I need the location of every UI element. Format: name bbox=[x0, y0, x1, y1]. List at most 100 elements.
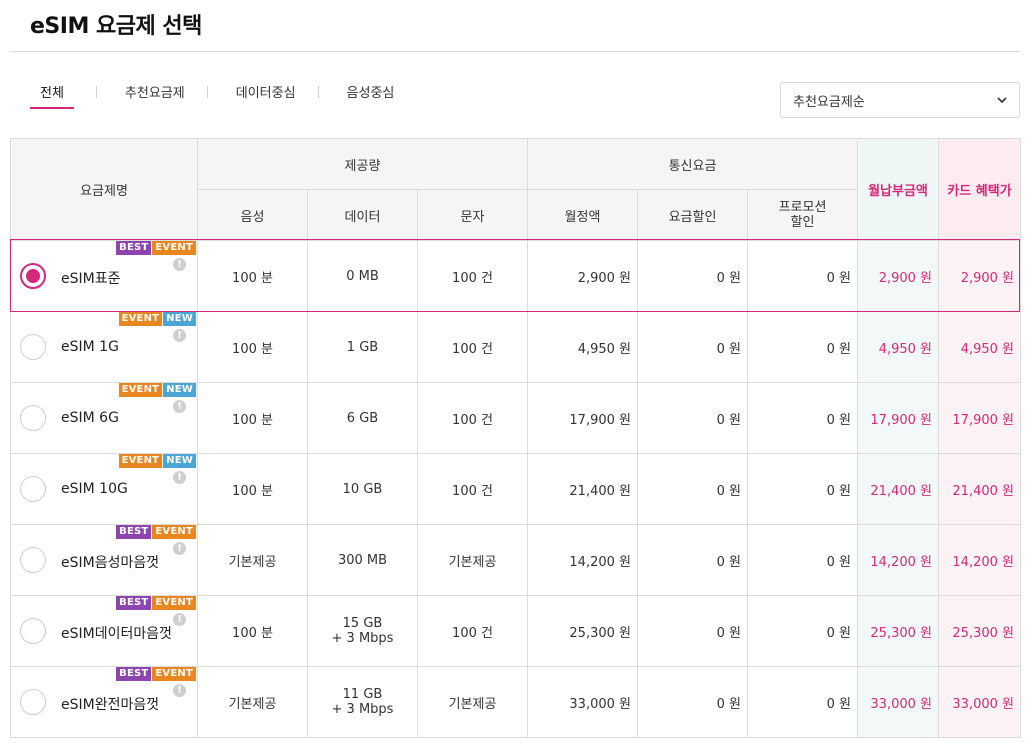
plan-badges: BEST EVENT bbox=[116, 596, 196, 610]
plan-name-cell[interactable]: eSIM표준 BEST EVENT! bbox=[10, 240, 198, 312]
plan-radio[interactable] bbox=[20, 618, 46, 644]
info-icon[interactable]: ! bbox=[173, 542, 186, 555]
data-amount: 0 MB bbox=[346, 268, 379, 284]
title-divider bbox=[10, 51, 1020, 52]
plan-name-cell[interactable]: eSIM 10G EVENT NEW! bbox=[10, 453, 198, 525]
voice-cell: 100 분 bbox=[197, 240, 308, 312]
badge-best: BEST bbox=[116, 241, 152, 255]
plan-radio[interactable] bbox=[20, 476, 46, 502]
info-icon[interactable]: ! bbox=[173, 613, 186, 626]
tab-recommended[interactable]: 추천요금제 bbox=[124, 86, 185, 101]
header-card-benefit: 카드 혜택가 bbox=[938, 138, 1021, 241]
plan-name-cell[interactable]: eSIM 1G EVENT NEW! bbox=[10, 311, 198, 383]
monthly-payment-cell: 25,300 원 bbox=[857, 595, 939, 667]
monthly-fee-cell: 4,950 원 bbox=[527, 311, 638, 383]
header-promo-discount: 프로모션 할인 bbox=[747, 189, 858, 241]
promo-discount-cell: 0 원 bbox=[747, 453, 858, 525]
info-icon[interactable]: ! bbox=[173, 471, 186, 484]
promo-discount-cell: 0 원 bbox=[747, 524, 858, 596]
badge-event: EVENT bbox=[118, 312, 163, 326]
header-plan-name: 요금제명 bbox=[10, 138, 198, 241]
sms-cell: 기본제공 bbox=[417, 524, 528, 596]
promo-discount-cell: 0 원 bbox=[747, 666, 858, 738]
tab-voice-focused[interactable]: 음성중심 bbox=[346, 86, 395, 101]
plan-radio[interactable] bbox=[20, 405, 46, 431]
tab-all[interactable]: 전체 bbox=[30, 80, 74, 109]
plan-radio[interactable] bbox=[20, 334, 46, 360]
fee-discount-cell: 0 원 bbox=[637, 240, 748, 312]
fee-discount-cell: 0 원 bbox=[637, 453, 748, 525]
plan-name: eSIM표준 bbox=[61, 271, 121, 287]
plan-name: eSIM음성마음껏 bbox=[61, 555, 160, 571]
table-row[interactable]: eSIM 10G EVENT NEW! 100 분 10 GB 100 건 21,400 원… bbox=[10, 453, 1021, 525]
plan-badges: BEST EVENT bbox=[116, 525, 196, 539]
voice-cell: 기본제공 bbox=[197, 666, 308, 738]
data-cell: 1 GB bbox=[307, 311, 418, 383]
badge-event: EVENT bbox=[152, 241, 196, 255]
data-cell: 6 GB bbox=[307, 382, 418, 454]
fee-discount-cell: 0 원 bbox=[637, 595, 748, 667]
monthly-fee-cell: 33,000 원 bbox=[527, 666, 638, 738]
monthly-fee-cell: 14,200 원 bbox=[527, 524, 638, 596]
voice-cell: 기본제공 bbox=[197, 524, 308, 596]
table-row[interactable]: eSIM데이터마음껏 BEST EVENT! 100 분 15 GB + 3 Mbps 10… bbox=[10, 595, 1021, 667]
badge-best: BEST bbox=[116, 525, 152, 539]
header-monthly-payment: 월납부금액 bbox=[857, 138, 939, 241]
badge-best: BEST bbox=[116, 596, 152, 610]
plan-radio[interactable] bbox=[20, 547, 46, 573]
plan-badges: BEST EVENT bbox=[116, 241, 196, 255]
plan-badges: EVENT NEW bbox=[118, 454, 196, 468]
fee-discount-cell: 0 원 bbox=[637, 311, 748, 383]
tab-data-focused[interactable]: 데이터중심 bbox=[235, 86, 296, 101]
monthly-fee-cell: 17,900 원 bbox=[527, 382, 638, 454]
card-benefit-cell: 14,200 원 bbox=[938, 524, 1021, 596]
data-amount: 15 GB bbox=[342, 616, 383, 631]
promo-discount-cell: 0 원 bbox=[747, 595, 858, 667]
page-title: eSIM 요금제 선택 bbox=[30, 14, 202, 39]
data-cell: 10 GB bbox=[307, 453, 418, 525]
monthly-payment-cell: 21,400 원 bbox=[857, 453, 939, 525]
badge-event: EVENT bbox=[152, 667, 196, 681]
badge-new: NEW bbox=[163, 454, 196, 468]
voice-cell: 100 분 bbox=[197, 311, 308, 383]
info-icon[interactable]: ! bbox=[173, 684, 186, 697]
plan-name: eSIM완전마음껏 bbox=[61, 697, 160, 713]
plan-name: eSIM 6G bbox=[61, 410, 119, 426]
plan-name-cell[interactable]: eSIM데이터마음껏 BEST EVENT! bbox=[10, 595, 198, 667]
sort-select[interactable]: 추천요금제순 bbox=[780, 82, 1020, 118]
info-icon[interactable]: ! bbox=[173, 400, 186, 413]
plan-name-cell[interactable]: eSIM완전마음껏 BEST EVENT! bbox=[10, 666, 198, 738]
table-row[interactable]: eSIM음성마음껏 BEST EVENT! 기본제공 300 MB 기본제공 14,200 … bbox=[10, 524, 1021, 596]
data-cell: 300 MB bbox=[307, 524, 418, 596]
plan-name: eSIM 10G bbox=[61, 481, 128, 497]
badge-event: EVENT bbox=[152, 525, 196, 539]
monthly-payment-cell: 33,000 원 bbox=[857, 666, 939, 738]
plan-radio[interactable] bbox=[20, 263, 46, 289]
card-benefit-cell: 33,000 원 bbox=[938, 666, 1021, 738]
card-benefit-cell: 17,900 원 bbox=[938, 382, 1021, 454]
plan-table: 요금제명 제공량 통신요금 월납부금액 카드 혜택가 음성 데이터 문자 월정액… bbox=[10, 138, 1021, 738]
card-benefit-cell: 25,300 원 bbox=[938, 595, 1021, 667]
plan-filter-tabs: 전체 추천요금제 데이터중심 음성중심 bbox=[30, 80, 394, 110]
plan-badges: BEST EVENT bbox=[116, 667, 196, 681]
plan-name-cell[interactable]: eSIM음성마음껏 BEST EVENT! bbox=[10, 524, 198, 596]
sms-cell: 100 건 bbox=[417, 382, 528, 454]
sms-cell: 100 건 bbox=[417, 240, 528, 312]
data-amount: 10 GB bbox=[342, 481, 383, 497]
info-icon[interactable]: ! bbox=[173, 258, 186, 271]
voice-cell: 100 분 bbox=[197, 382, 308, 454]
data-cell: 11 GB + 3 Mbps bbox=[307, 666, 418, 738]
data-amount: 6 GB bbox=[346, 410, 379, 426]
header-charges: 통신요금 bbox=[527, 138, 858, 190]
fee-discount-cell: 0 원 bbox=[637, 666, 748, 738]
info-icon[interactable]: ! bbox=[173, 329, 186, 342]
plan-radio[interactable] bbox=[20, 689, 46, 715]
monthly-payment-cell: 17,900 원 bbox=[857, 382, 939, 454]
plan-name-cell[interactable]: eSIM 6G EVENT NEW! bbox=[10, 382, 198, 454]
monthly-payment-cell: 14,200 원 bbox=[857, 524, 939, 596]
table-row[interactable]: eSIM완전마음껏 BEST EVENT! 기본제공 11 GB + 3 Mbps 기본제공… bbox=[10, 666, 1021, 738]
header-data: 데이터 bbox=[307, 189, 418, 241]
